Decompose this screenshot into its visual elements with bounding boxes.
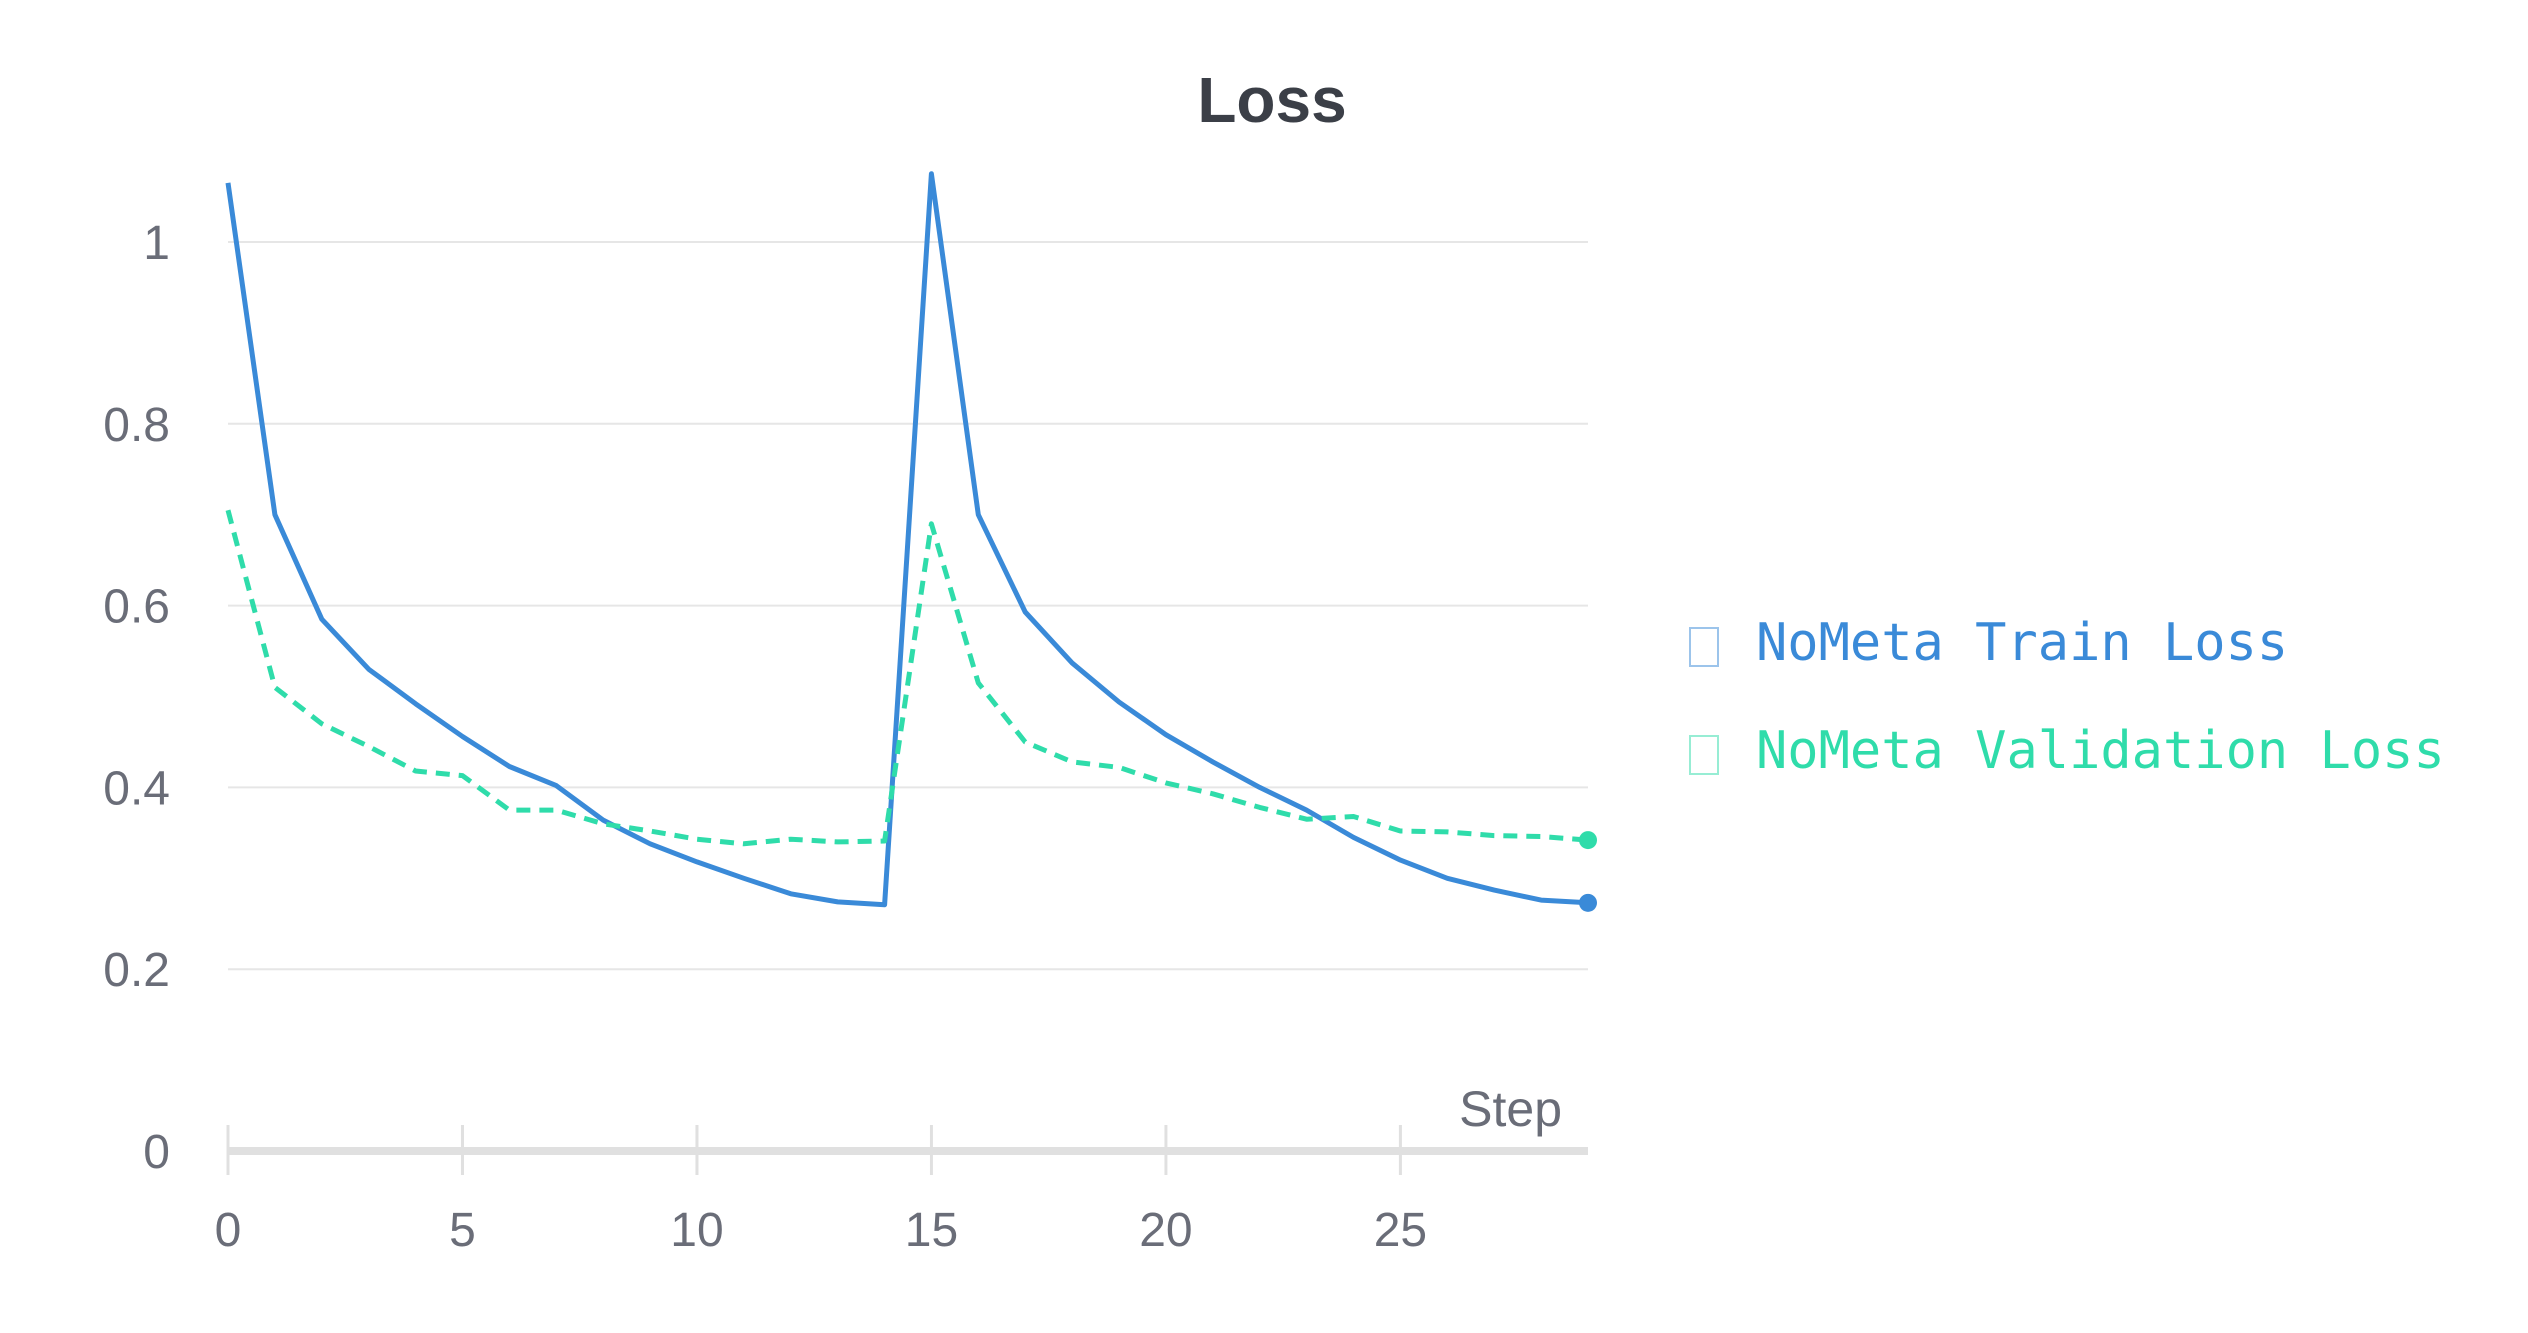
y-tick-label: 0 xyxy=(143,1126,170,1179)
y-tick-label: 0.8 xyxy=(103,399,170,452)
validation-loss-line xyxy=(225,509,1589,847)
y-tick-label: 0.2 xyxy=(103,944,170,997)
x-tick-label: 15 xyxy=(905,1204,958,1257)
series-lines xyxy=(225,171,1597,912)
train-loss-line xyxy=(225,171,1589,908)
legend-item-validation[interactable]: NoMeta Validation Loss xyxy=(1689,721,2445,781)
y-tick-label: 1 xyxy=(143,217,170,270)
legend-swatch-icon[interactable] xyxy=(1689,735,1719,775)
legend-label: NoMeta Validation Loss xyxy=(1756,721,2445,781)
x-axis-label: Step xyxy=(1459,1081,1562,1137)
legend-swatch-icon[interactable] xyxy=(1689,627,1719,667)
train-loss-endpoint xyxy=(1579,893,1597,912)
grid-lines xyxy=(228,241,1588,971)
legend-label: NoMeta Train Loss xyxy=(1756,613,2288,673)
x-tick-label: 0 xyxy=(215,1204,242,1257)
x-tick-label: 5 xyxy=(449,1204,476,1257)
x-tick-label: 20 xyxy=(1139,1204,1192,1257)
legend[interactable]: NoMeta Train Loss NoMeta Validation Loss xyxy=(1689,613,2445,781)
x-tick-label: 10 xyxy=(670,1204,723,1257)
x-tick-label: 25 xyxy=(1374,1204,1427,1257)
x-axis-ticks: 0 5 10 15 20 25 xyxy=(215,1125,1427,1257)
validation-loss-endpoint xyxy=(1579,831,1597,850)
legend-item-train[interactable]: NoMeta Train Loss xyxy=(1689,613,2288,673)
y-tick-label: 0.6 xyxy=(103,581,170,634)
y-tick-label: 0.4 xyxy=(103,762,170,815)
y-axis-ticks: 0 0.2 0.4 0.6 0.8 1 xyxy=(103,217,170,1179)
chart-title: Loss xyxy=(1197,64,1346,136)
